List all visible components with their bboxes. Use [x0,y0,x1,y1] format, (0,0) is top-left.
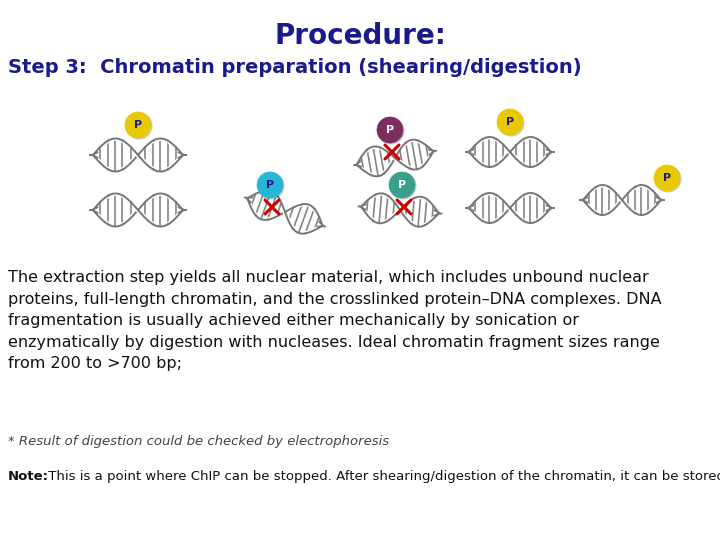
Circle shape [654,165,680,191]
Text: Note:: Note: [8,470,49,483]
Circle shape [498,110,524,136]
Text: Step 3:  Chromatin preparation (shearing/digestion): Step 3: Chromatin preparation (shearing/… [8,58,582,77]
Circle shape [377,117,403,143]
Text: P: P [386,125,394,135]
Circle shape [389,172,415,198]
Circle shape [655,166,681,192]
Circle shape [378,118,404,144]
Text: P: P [663,173,671,183]
Text: This is a point where ChIP can be stopped. After shearing/digestion of the chrom: This is a point where ChIP can be stoppe… [44,470,720,483]
Circle shape [390,173,416,199]
Text: Procedure:: Procedure: [274,22,446,50]
Text: P: P [134,120,142,130]
Circle shape [497,109,523,135]
Text: P: P [266,180,274,190]
Text: The extraction step yields all nuclear material, which includes unbound nuclear
: The extraction step yields all nuclear m… [8,270,662,372]
Text: * Result of digestion could be checked by electrophoresis: * Result of digestion could be checked b… [8,435,389,448]
Circle shape [125,112,151,138]
Text: P: P [506,117,514,127]
Circle shape [126,113,152,139]
Circle shape [258,173,284,199]
Circle shape [257,172,283,198]
Text: P: P [398,180,406,190]
